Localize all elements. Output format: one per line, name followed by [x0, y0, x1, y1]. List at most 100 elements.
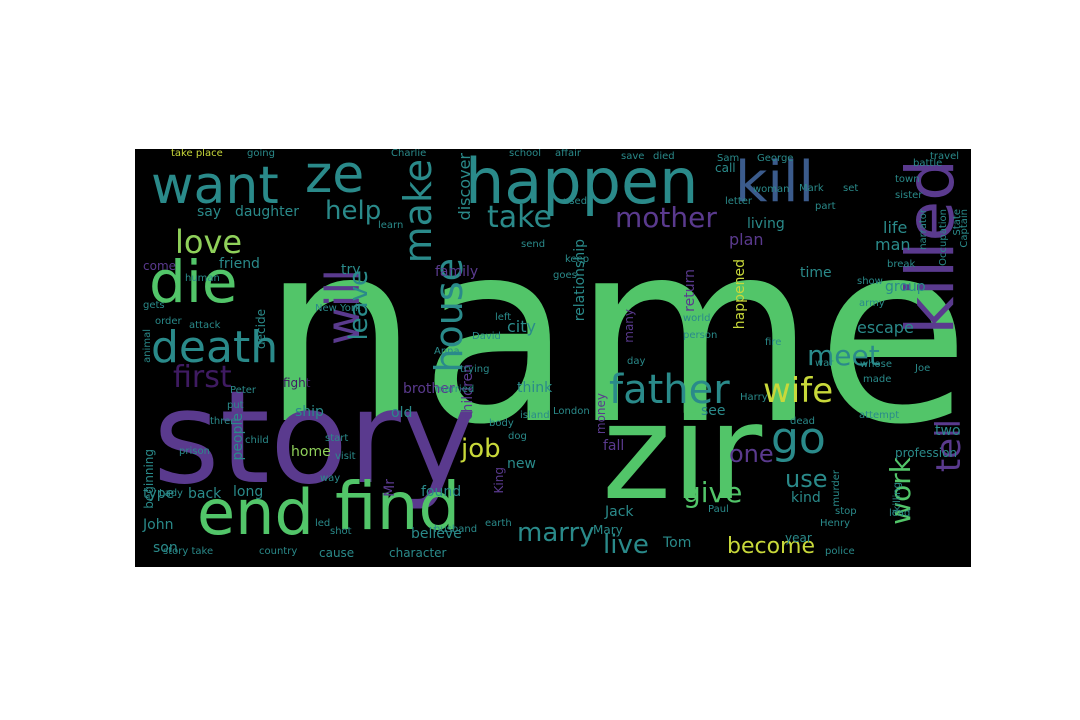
word-put: put [227, 400, 244, 411]
word-marry: marry [517, 518, 595, 548]
word-mother: mother [615, 201, 717, 234]
word-living: living [747, 216, 785, 232]
word-david: David [472, 331, 501, 342]
word-sam: Sam [717, 153, 740, 164]
word-george: George [757, 153, 794, 164]
word-husband: husband [434, 524, 478, 535]
word-kind: kind [791, 490, 821, 506]
word-set: set [843, 183, 859, 194]
word-call: call [715, 161, 736, 175]
word-return: return [682, 269, 698, 312]
word-army: army [859, 298, 885, 309]
word-death: death [151, 322, 279, 373]
word-stop: stop [835, 506, 857, 517]
word-try: try [341, 262, 361, 278]
word-year: year [785, 531, 812, 545]
word-woman: woman [753, 184, 790, 195]
word-made: made [863, 374, 892, 385]
word-ze: ze [305, 149, 365, 205]
word-die: die [149, 248, 238, 316]
word-give: give [683, 476, 743, 509]
word-see: see [701, 403, 726, 419]
word-peter: Peter [230, 385, 257, 396]
word-mark: Mark [799, 183, 824, 194]
word-love: love [175, 223, 243, 261]
word-decide: decide [254, 309, 268, 349]
word-end: end [197, 476, 314, 549]
word-start: start [325, 433, 349, 444]
word-war: war [815, 358, 834, 369]
word-paul: Paul [708, 504, 729, 515]
word-part: part [815, 201, 836, 212]
word-break: break [887, 259, 916, 270]
word-shot: shot [330, 526, 352, 537]
word-go: go [771, 413, 826, 464]
word-gets: gets [143, 300, 165, 311]
word-ship: ship [295, 404, 324, 420]
word-travel: travel [930, 151, 960, 162]
word-want: want [151, 156, 279, 216]
word-plan: plan [729, 230, 764, 249]
word-make: make [396, 159, 440, 264]
word-died: died [653, 151, 675, 162]
word-lady: Lady [159, 488, 183, 499]
word-profession: profession [895, 446, 958, 460]
word-money: money [594, 393, 608, 435]
word-used: used [563, 196, 588, 207]
word-police: police [825, 546, 855, 557]
word-fire: fire [765, 337, 782, 348]
word-mary: Mary [593, 523, 623, 537]
word-left: left [495, 312, 512, 323]
word-first: first [173, 360, 232, 395]
word-beginning: beginning [142, 449, 156, 509]
word-send: send [521, 239, 546, 250]
word-john: John [143, 517, 174, 533]
word-person: person [683, 330, 718, 341]
word-son: son [153, 540, 178, 556]
word-keep: keep [565, 254, 590, 265]
word-earth: earth [485, 518, 512, 529]
word-life: life [883, 218, 908, 237]
word-mr: Mr [382, 479, 398, 497]
word-family: family [435, 264, 479, 280]
word-captain: Captain [959, 209, 970, 248]
word-jack: Jack [605, 504, 634, 520]
word-world: world [683, 313, 711, 324]
word-one: one [729, 440, 774, 468]
word-whose: whose [860, 359, 892, 370]
word-animal: animal [142, 329, 153, 363]
word-country: country [259, 546, 298, 557]
word-three: three [210, 416, 237, 427]
word-lead: lead [889, 508, 911, 519]
word-father: father [609, 367, 730, 413]
word-occupation: Occupation [938, 209, 949, 266]
word-take: take [487, 200, 552, 235]
word-going: going [247, 149, 275, 159]
word-kill: kill [735, 150, 815, 215]
word-zir: zir [602, 376, 763, 530]
word-battle: battle [913, 158, 943, 169]
word-new-york: New York [315, 303, 361, 314]
word-home: home [291, 444, 331, 460]
word-man: man [875, 235, 911, 254]
word-narrator: narrator [918, 209, 929, 250]
word-joe: Joe [915, 363, 931, 374]
word-school: school [509, 149, 542, 159]
word-visit: visit [335, 451, 356, 462]
word-happen: happen [465, 149, 699, 218]
word-name: name [261, 188, 970, 479]
word-london: London [553, 406, 590, 417]
word-affair: affair [555, 149, 582, 159]
word-married: married [435, 384, 475, 395]
word-happened: happened [732, 259, 748, 330]
word-daughter: daughter [235, 204, 299, 220]
word-time: time [800, 265, 832, 281]
word-harry: Harry [740, 392, 768, 403]
word-job: job [461, 434, 501, 464]
word-help: help [325, 196, 382, 226]
word-goes: goes [553, 270, 577, 281]
word-many: many [622, 309, 636, 343]
word-found: found [421, 484, 462, 500]
word-group: group [885, 279, 926, 295]
word-new: new [507, 456, 536, 472]
